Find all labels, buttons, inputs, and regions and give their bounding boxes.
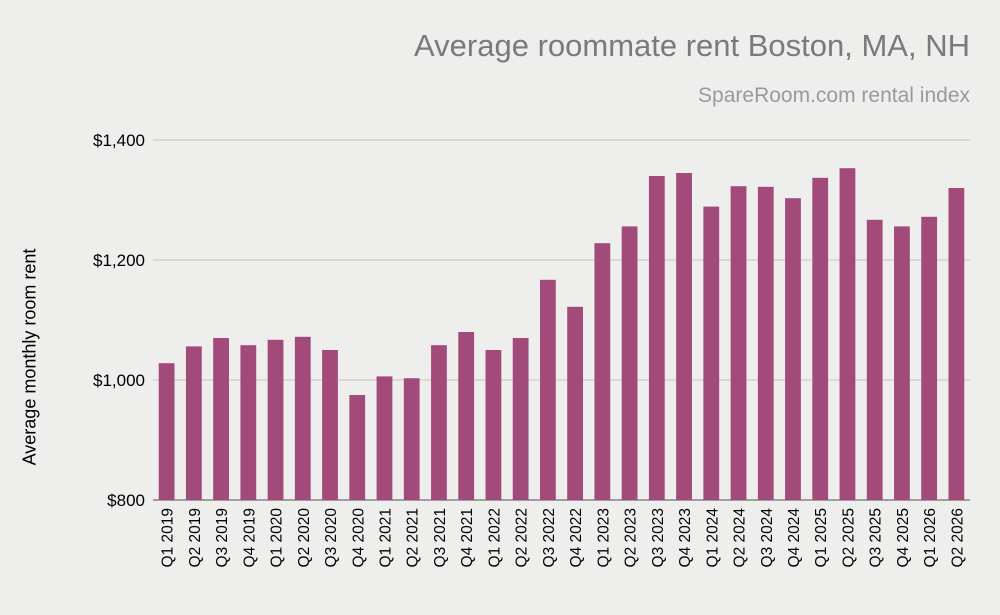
bar xyxy=(785,198,801,500)
x-tick-label: Q4 2024 xyxy=(786,508,803,568)
x-tick-label: Q4 2020 xyxy=(350,508,367,568)
x-tick-label: Q1 2025 xyxy=(813,508,830,567)
x-tick-label: Q4 2019 xyxy=(241,508,258,567)
x-tick-label: Q4 2021 xyxy=(459,508,476,567)
bar xyxy=(512,338,529,500)
x-tick-label: Q3 2020 xyxy=(323,508,340,568)
bar xyxy=(703,206,720,500)
bar xyxy=(185,346,202,500)
x-tick-label: Q4 2022 xyxy=(568,508,585,567)
y-tick-label: $800 xyxy=(107,491,145,510)
bar xyxy=(567,306,584,500)
x-tick-label: Q1 2022 xyxy=(486,508,503,567)
x-tick-label: Q1 2024 xyxy=(704,508,721,568)
bar xyxy=(240,345,257,500)
x-tick-label: Q4 2025 xyxy=(895,508,912,567)
bar xyxy=(839,168,856,500)
bar xyxy=(458,332,475,500)
x-tick-label: Q3 2024 xyxy=(759,508,776,568)
bar xyxy=(267,339,284,500)
bar xyxy=(349,395,366,500)
bar xyxy=(539,279,556,500)
x-tick-label: Q2 2024 xyxy=(732,508,749,568)
x-tick-label: Q1 2021 xyxy=(377,508,394,567)
x-tick-label: Q1 2020 xyxy=(269,508,286,568)
y-tick-label: $1,000 xyxy=(93,371,145,390)
bar xyxy=(894,226,910,500)
bar xyxy=(621,226,638,500)
y-tick-label: $1,400 xyxy=(93,131,145,150)
bar xyxy=(676,173,692,500)
bar xyxy=(594,243,611,500)
x-tick-label: Q3 2025 xyxy=(868,508,885,567)
x-tick-label: Q4 2023 xyxy=(677,508,694,567)
bar xyxy=(158,363,175,500)
x-tick-label: Q2 2022 xyxy=(514,508,531,567)
x-tick-label: Q3 2022 xyxy=(541,508,558,567)
bar xyxy=(376,376,393,500)
bar xyxy=(948,188,965,500)
bar xyxy=(648,176,665,500)
chart-title: Average roommate rent Boston, MA, NH xyxy=(414,28,970,63)
bar xyxy=(213,338,229,500)
bar xyxy=(431,345,447,500)
bar xyxy=(757,186,774,501)
x-tick-label: Q2 2023 xyxy=(623,508,640,567)
x-tick-label: Q1 2019 xyxy=(160,508,177,567)
x-tick-label: Q3 2023 xyxy=(650,508,667,567)
bar xyxy=(730,186,747,500)
bar xyxy=(294,336,311,500)
x-tick-label: Q2 2026 xyxy=(949,508,966,567)
x-tick-label: Q1 2026 xyxy=(922,508,939,567)
x-tick-label: Q3 2021 xyxy=(432,508,449,567)
x-tick-label: Q1 2023 xyxy=(595,508,612,567)
bar xyxy=(866,219,883,501)
x-tick-label: Q2 2021 xyxy=(405,508,422,567)
bar xyxy=(485,350,502,500)
bar xyxy=(403,378,420,500)
x-tick-label: Q2 2025 xyxy=(840,508,857,567)
chart-subtitle: SpareRoom.com rental index xyxy=(698,84,970,107)
x-tick-label: Q3 2019 xyxy=(214,508,231,567)
y-tick-label: $1,200 xyxy=(93,251,145,270)
x-tick-label: Q2 2019 xyxy=(187,508,204,567)
bar xyxy=(322,350,338,500)
x-tick-label: Q2 2020 xyxy=(296,508,313,568)
bar xyxy=(921,216,938,501)
bar xyxy=(812,177,829,501)
